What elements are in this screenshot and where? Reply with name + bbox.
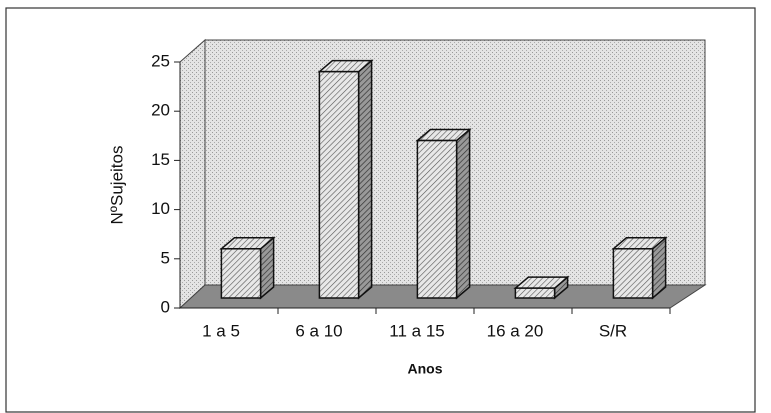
bar <box>513 275 570 300</box>
bar-front <box>220 248 262 299</box>
bar <box>317 59 374 300</box>
y-tick-label: 25 <box>151 51 170 70</box>
y-axis-title: NºSujeitos <box>107 146 126 225</box>
y-tick-label: 15 <box>151 150 170 169</box>
bar <box>611 236 668 300</box>
bar-front <box>416 139 458 299</box>
x-tick-label: 1 a 5 <box>202 321 240 340</box>
bar-side <box>357 59 373 300</box>
bar-front <box>612 248 654 299</box>
y-tick-label: 0 <box>161 297 170 316</box>
x-tick-label: 6 a 10 <box>295 321 342 340</box>
y-tick-label: 20 <box>151 101 170 120</box>
bar-front <box>318 70 360 299</box>
bar <box>219 236 276 300</box>
frame <box>5 7 756 413</box>
x-tick-label: S/R <box>599 321 627 340</box>
x-axis-title: Anos <box>408 361 443 377</box>
side-wall <box>179 38 206 310</box>
bar-front <box>514 287 556 299</box>
bar-side <box>455 127 471 300</box>
y-tick-label: 10 <box>151 199 170 218</box>
x-tick-label: 11 a 15 <box>389 321 444 340</box>
bar <box>415 127 472 300</box>
y-tick-label: 5 <box>161 248 170 267</box>
x-tick-label: 16 a 20 <box>487 321 544 340</box>
